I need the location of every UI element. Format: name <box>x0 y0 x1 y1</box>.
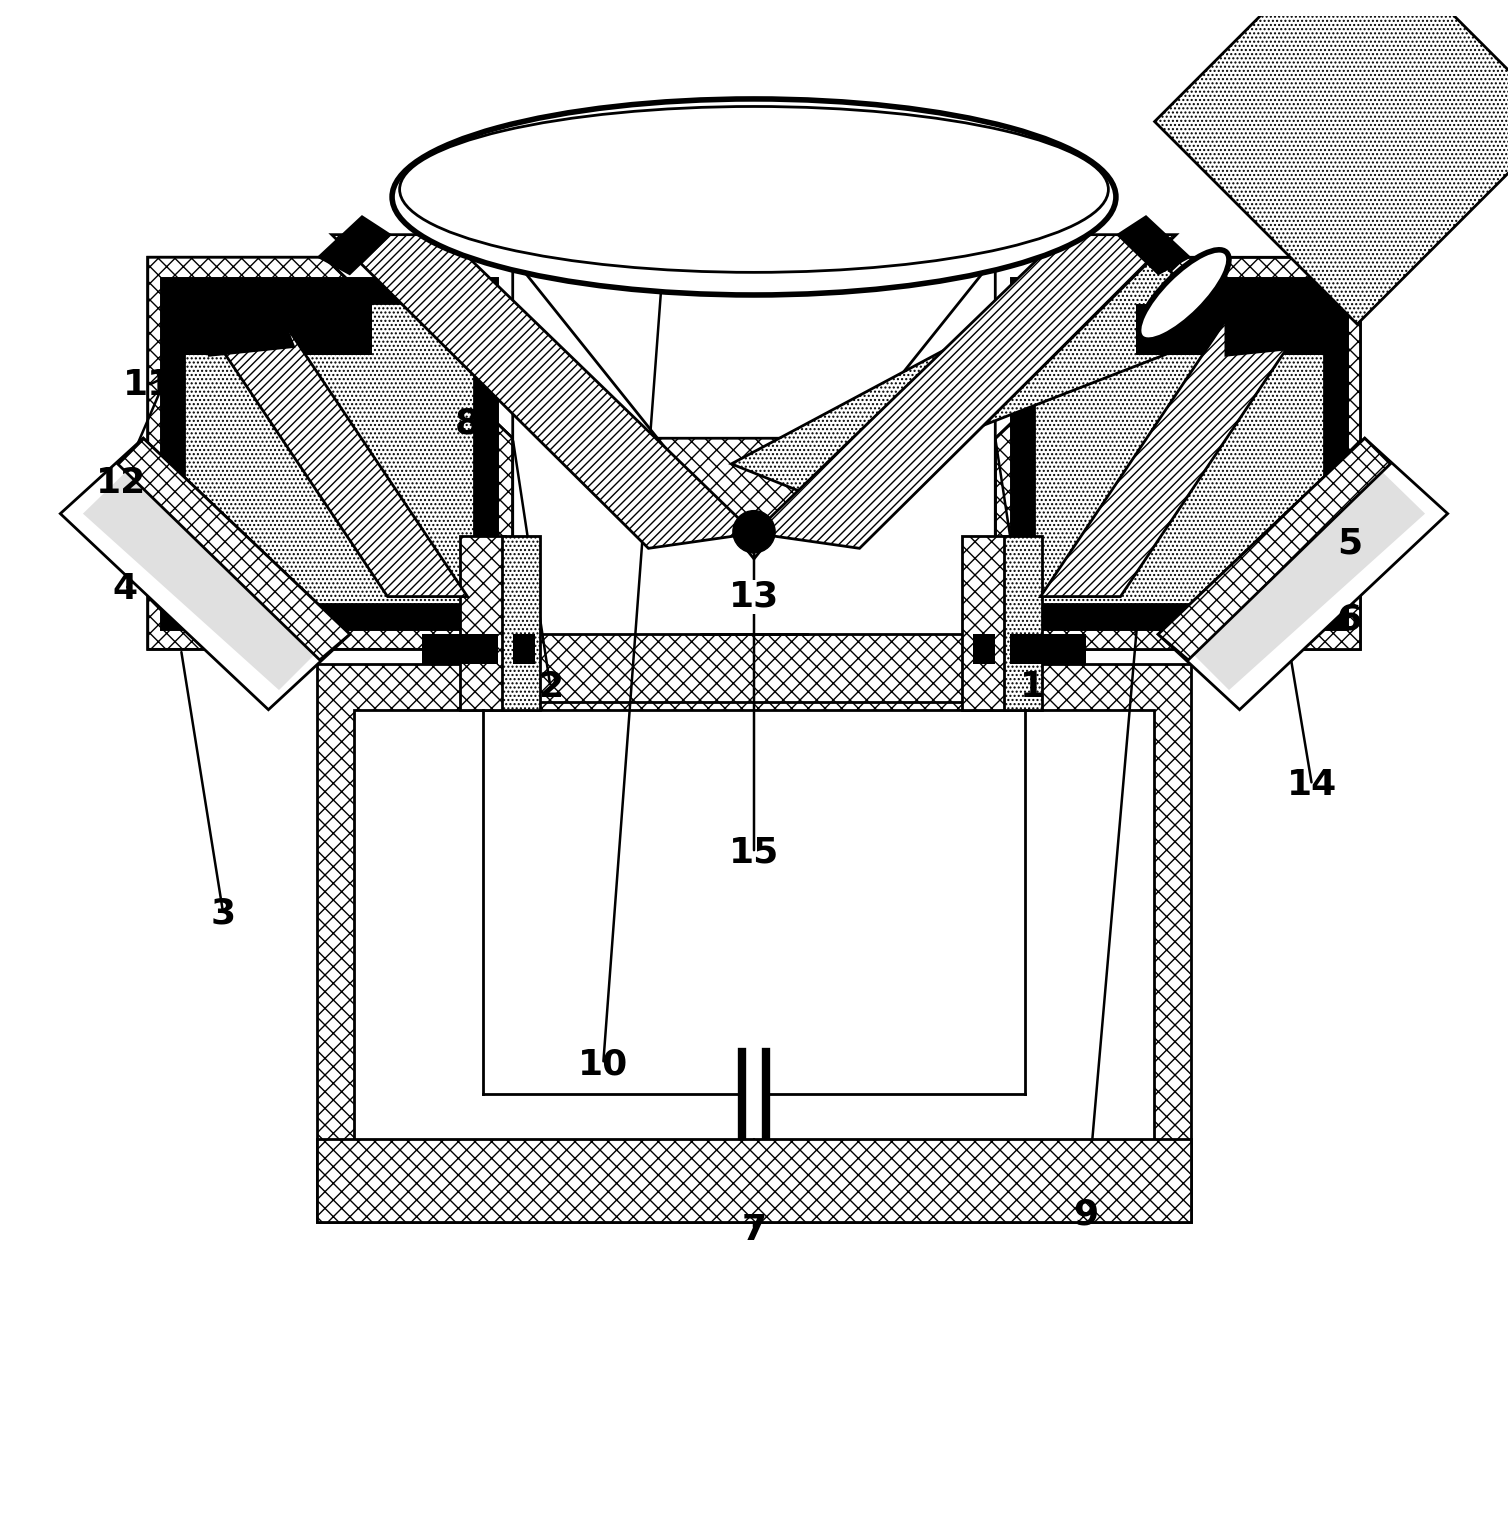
Bar <box>1034 302 1324 604</box>
Text: 14: 14 <box>1286 768 1338 802</box>
Bar <box>422 634 498 664</box>
Polygon shape <box>118 439 350 661</box>
Polygon shape <box>1224 317 1312 357</box>
Bar <box>513 634 535 664</box>
Bar <box>962 536 1007 710</box>
Bar <box>163 280 495 627</box>
Text: 10: 10 <box>578 1047 629 1081</box>
Ellipse shape <box>1139 249 1229 340</box>
Text: 4: 4 <box>113 571 137 607</box>
Text: 3: 3 <box>211 896 235 930</box>
Bar <box>317 1140 1191 1223</box>
Polygon shape <box>1158 439 1390 661</box>
Text: 13: 13 <box>728 579 780 613</box>
Text: 7: 7 <box>742 1214 766 1247</box>
Polygon shape <box>1158 439 1448 710</box>
Text: 12: 12 <box>95 467 146 501</box>
Polygon shape <box>754 234 1176 548</box>
Polygon shape <box>332 234 754 548</box>
Polygon shape <box>60 439 350 710</box>
Text: 5: 5 <box>1338 527 1362 561</box>
Ellipse shape <box>392 99 1116 296</box>
Bar <box>184 302 474 604</box>
Text: 1: 1 <box>1021 670 1045 704</box>
Bar <box>1013 280 1345 627</box>
Polygon shape <box>1116 216 1191 276</box>
Bar <box>354 710 1154 1184</box>
Bar <box>1136 303 1324 356</box>
Circle shape <box>733 511 775 553</box>
Bar <box>1010 634 1086 664</box>
Bar <box>1004 536 1042 710</box>
Polygon shape <box>201 317 467 596</box>
Bar <box>973 634 995 664</box>
Ellipse shape <box>400 106 1108 273</box>
Polygon shape <box>83 457 335 690</box>
Text: 6: 6 <box>1338 602 1362 636</box>
Text: 15: 15 <box>728 836 780 870</box>
Text: 11: 11 <box>122 368 173 402</box>
Polygon shape <box>317 216 392 276</box>
Polygon shape <box>148 257 513 650</box>
Polygon shape <box>731 242 1221 494</box>
Bar <box>317 664 1191 1223</box>
Polygon shape <box>1041 317 1307 596</box>
Polygon shape <box>1173 457 1425 690</box>
Polygon shape <box>513 257 995 650</box>
Text: 9: 9 <box>1074 1198 1098 1232</box>
Text: 2: 2 <box>538 670 562 704</box>
Bar <box>513 634 995 702</box>
Polygon shape <box>1155 0 1508 323</box>
Polygon shape <box>148 257 1360 650</box>
Bar <box>184 303 372 356</box>
Polygon shape <box>196 317 296 357</box>
Bar <box>502 536 540 710</box>
Bar <box>460 536 505 710</box>
Text: 8: 8 <box>455 407 480 440</box>
Polygon shape <box>995 257 1360 650</box>
